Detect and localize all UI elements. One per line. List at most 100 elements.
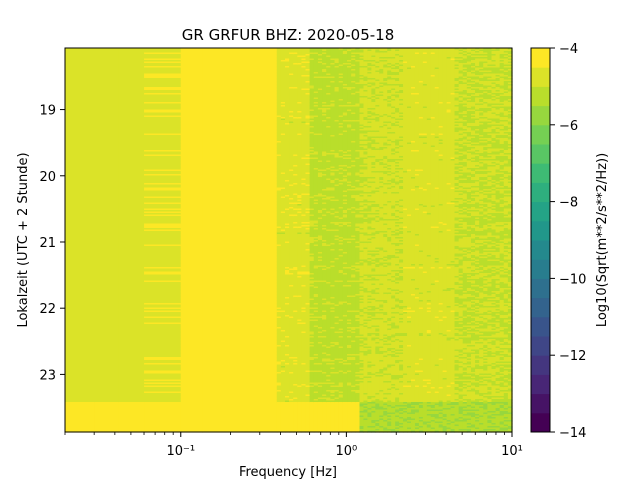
spectrogram-cell bbox=[202, 139, 278, 142]
spectrogram-cell bbox=[94, 109, 119, 112]
spectrogram-cell bbox=[276, 282, 282, 285]
spectrogram-cell bbox=[289, 210, 294, 213]
spectrogram-cell bbox=[118, 250, 145, 253]
spectrogram-cell bbox=[289, 120, 294, 123]
spectrogram-cell bbox=[180, 177, 203, 180]
spectrogram-cell bbox=[94, 252, 119, 255]
spectrogram-cell bbox=[280, 100, 286, 103]
spectrogram-cell bbox=[94, 306, 119, 309]
spectrogram-cell bbox=[285, 406, 290, 409]
spectrogram-cell bbox=[280, 207, 286, 210]
spectrogram-cell bbox=[180, 187, 203, 190]
spectrogram-cell bbox=[94, 177, 119, 180]
spectrogram-cell bbox=[144, 307, 182, 310]
spectrogram-cell bbox=[65, 378, 95, 381]
spectrogram-cell bbox=[276, 246, 282, 249]
spectrogram-cell bbox=[94, 61, 119, 64]
spectrogram-cell bbox=[65, 330, 95, 333]
spectrogram-cell bbox=[202, 69, 278, 72]
spectrogram-cell bbox=[180, 133, 203, 136]
spectrogram-cell bbox=[65, 396, 95, 399]
spectrogram-cell bbox=[280, 91, 286, 94]
spectrogram-cell bbox=[297, 184, 303, 187]
spectrogram-cell bbox=[180, 184, 203, 187]
spectrogram-cell bbox=[280, 252, 286, 255]
spectrogram-cell bbox=[297, 172, 303, 175]
spectrogram-cell bbox=[118, 427, 145, 430]
spectrogram-cell bbox=[297, 237, 303, 240]
spectrogram-cell bbox=[293, 130, 298, 133]
spectrogram-cell bbox=[297, 286, 303, 289]
spectrogram-cell bbox=[285, 123, 290, 126]
spectrogram-cell bbox=[276, 276, 282, 279]
spectrogram-cell bbox=[180, 394, 203, 397]
spectrogram-cell bbox=[65, 238, 95, 241]
spectrogram-cell bbox=[280, 400, 286, 403]
spectrogram-cell bbox=[280, 421, 286, 424]
spectrogram-cell bbox=[276, 115, 282, 118]
spectrogram-cell bbox=[276, 55, 282, 58]
spectrogram-cell bbox=[65, 304, 95, 307]
spectrogram-cell bbox=[180, 364, 203, 367]
spectrogram-cell bbox=[285, 345, 290, 348]
spectrogram-cell bbox=[65, 364, 95, 367]
spectrogram-cell bbox=[94, 390, 119, 393]
spectrogram-cell bbox=[65, 385, 95, 388]
spectrogram-cell bbox=[289, 108, 294, 111]
spectrogram-cell bbox=[65, 198, 95, 201]
spectrogram-cell bbox=[118, 84, 145, 87]
spectrogram-cell bbox=[180, 190, 203, 193]
spectrogram-cell bbox=[289, 198, 294, 201]
spectrogram-cell bbox=[289, 202, 294, 205]
spectrogram-cell bbox=[280, 246, 286, 249]
spectrogram-cell bbox=[65, 169, 95, 172]
spectrogram-cell bbox=[280, 214, 286, 217]
spectrogram-cell bbox=[293, 249, 298, 252]
spectrogram-cell bbox=[289, 243, 294, 246]
spectrogram-cell bbox=[280, 231, 286, 234]
spectrogram-cell bbox=[202, 345, 278, 348]
spectrogram-cell bbox=[144, 283, 182, 286]
spectrogram-cell bbox=[276, 415, 282, 418]
spectrogram-cell bbox=[289, 91, 294, 94]
spectrogram-cell bbox=[180, 123, 203, 126]
spectrogram-cell bbox=[94, 193, 119, 196]
spectrogram-cell bbox=[118, 421, 145, 424]
spectrogram-cell bbox=[202, 396, 278, 399]
spectrogram-cell bbox=[285, 99, 290, 102]
spectrogram-cell bbox=[293, 193, 298, 196]
spectrogram-cell bbox=[180, 82, 203, 85]
spectrogram-cell bbox=[202, 171, 278, 174]
spectrogram-cell bbox=[285, 138, 290, 141]
spectrogram-cell bbox=[202, 304, 278, 307]
spectrogram-cell bbox=[280, 399, 286, 402]
spectrogram-cell bbox=[289, 114, 294, 117]
spectrogram-cell bbox=[276, 207, 282, 210]
spectrogram-cell bbox=[118, 93, 145, 96]
spectrogram-cell bbox=[293, 105, 298, 108]
spectrogram-cell bbox=[293, 267, 298, 270]
spectrogram-cell bbox=[180, 196, 203, 199]
spectrogram-cell bbox=[276, 403, 282, 406]
spectrogram-cell bbox=[144, 90, 182, 93]
spectrogram-cell bbox=[297, 195, 303, 198]
spectrogram-cell bbox=[289, 204, 294, 207]
spectrogram-cell bbox=[285, 208, 290, 211]
spectrogram-cell bbox=[289, 406, 294, 409]
spectrogram-cell bbox=[180, 105, 203, 108]
spectrogram-cell bbox=[280, 333, 286, 336]
spectrogram-cell bbox=[289, 79, 294, 82]
spectrogram-cell bbox=[293, 190, 298, 193]
spectrogram-cell bbox=[293, 67, 298, 70]
spectrogram-cell bbox=[293, 178, 298, 181]
spectrogram-cell bbox=[293, 313, 298, 316]
spectrogram-cell bbox=[280, 193, 286, 196]
spectrogram-cell bbox=[118, 282, 145, 285]
spectrogram-cell bbox=[289, 384, 294, 387]
spectrogram-cell bbox=[118, 54, 145, 57]
spectrogram-cell bbox=[297, 202, 303, 205]
spectrogram-cell bbox=[180, 412, 203, 415]
spectrogram-cell bbox=[285, 273, 290, 276]
spectrogram-cell bbox=[289, 330, 294, 333]
spectrogram-cell bbox=[118, 172, 145, 175]
